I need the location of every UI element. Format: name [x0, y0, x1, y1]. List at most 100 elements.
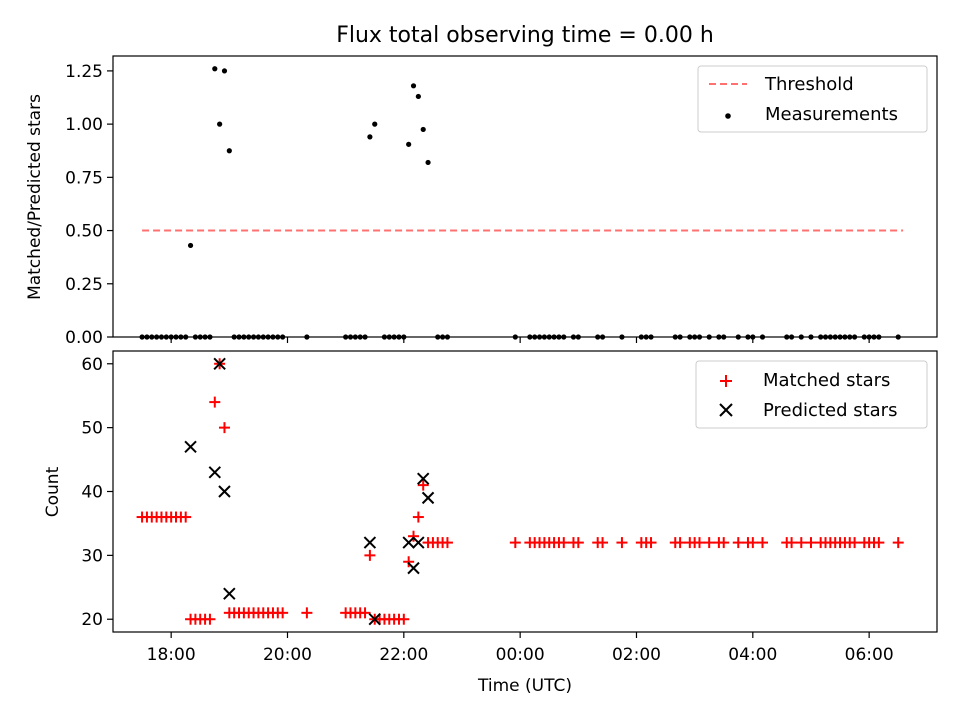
matched-star-marker [558, 537, 570, 549]
measurement-point [183, 334, 189, 340]
matched-star-marker [359, 607, 371, 619]
measurement-point [512, 334, 518, 340]
matched-star-marker [403, 556, 415, 568]
measurement-point [759, 334, 766, 340]
measurement-point [260, 334, 266, 340]
measurement-point [876, 334, 882, 340]
matched-star-marker [412, 511, 424, 523]
matched-star-marker [572, 537, 584, 549]
measurement-point [837, 334, 843, 340]
measurement-point [696, 334, 703, 340]
measurement-point [692, 334, 698, 340]
measurement-point [226, 148, 232, 154]
matched-star-marker [674, 537, 686, 549]
matched-star-marker [398, 613, 410, 625]
measurement-point [895, 334, 901, 340]
measurement-point [716, 334, 722, 340]
measurement-point [532, 334, 538, 340]
measurement-point [163, 334, 169, 340]
measurement-point [270, 334, 276, 340]
bottom-legend: Matched stars Predicted stars [695, 360, 928, 429]
predicted-star-marker [417, 472, 430, 485]
measurement-point [401, 334, 407, 340]
measurement-point [343, 334, 349, 340]
top-plot-area [139, 66, 904, 340]
measurement-point [527, 334, 533, 340]
predicted-star-marker [421, 491, 435, 505]
matched-star-marker [597, 537, 609, 549]
measurement-point [265, 334, 271, 340]
matched-star-marker [616, 537, 628, 549]
matched-star-marker [645, 537, 657, 549]
matched-star-marker [703, 537, 715, 549]
legend-matched-label: Matched stars [763, 370, 890, 391]
measurement-point [735, 334, 741, 340]
top-legend: Threshold Measurements [697, 65, 928, 133]
measurement-point [808, 334, 814, 340]
top-y-tick-label: 0.25 [65, 275, 103, 295]
measurement-point [420, 126, 426, 133]
matched-star-marker [732, 537, 744, 549]
bottom-y-axis: 20 30 40 50 60 [81, 355, 113, 630]
matched-star-marker [408, 530, 420, 542]
legend-matched-swatch [720, 375, 732, 387]
measurement-point [391, 334, 397, 340]
measurement-point [440, 334, 446, 340]
x-tick-label: 18:00 [147, 645, 196, 665]
measurement-point [241, 334, 247, 340]
predicted-star-marker [407, 561, 420, 575]
predicted-star-marker [402, 536, 415, 549]
matched-star-marker [873, 537, 885, 549]
measurement-point [173, 334, 179, 340]
measurement-point [168, 334, 174, 340]
measurement-point [750, 334, 756, 340]
top-plot-frame [112, 55, 938, 338]
measurement-point [221, 68, 228, 74]
measurement-point [435, 334, 441, 340]
matched-star-marker [277, 607, 289, 619]
measurement-point [178, 334, 184, 340]
x-tick-label: 06:00 [845, 645, 894, 665]
measurement-point [255, 334, 262, 340]
predicted-star-marker [218, 485, 231, 498]
predicted-star-marker [184, 440, 197, 454]
x-axis-label: Time (UTC) [477, 676, 572, 696]
matched-star-marker [718, 537, 730, 549]
matched-star-marker [209, 396, 221, 408]
measurement-point [677, 334, 683, 340]
measurement-point [381, 334, 388, 340]
measurement-point [546, 334, 552, 340]
measurement-point [706, 334, 712, 340]
measurement-point [202, 334, 208, 340]
matched-star-marker [747, 537, 759, 549]
matched-star-marker [509, 537, 521, 549]
measurement-point [861, 334, 867, 340]
legend-measurements-label: Measurements [765, 104, 898, 125]
bottom-plot-area [136, 357, 904, 626]
matched-star-marker [364, 549, 376, 561]
chart-title: Flux total observing time = 0.00 h [336, 23, 714, 48]
matched-star-marker [218, 422, 230, 434]
measurement-point [357, 334, 363, 340]
measurement-point [372, 121, 378, 127]
bottom-y-tick-label: 20 [81, 610, 103, 630]
matched-star-marker [301, 607, 313, 619]
measurement-point [818, 334, 824, 340]
measurement-point [212, 66, 218, 72]
bottom-y-axis-label: Count [43, 466, 63, 517]
measurement-point [595, 334, 601, 340]
measurement-point [347, 334, 354, 340]
predicted-star-marker [223, 587, 236, 600]
predicted-star-marker [363, 536, 377, 549]
measurement-point [866, 334, 872, 340]
measurement-point [236, 334, 242, 340]
top-y-tick-label: 1.00 [65, 115, 103, 135]
measurement-point [425, 159, 431, 166]
top-y-tick-label: 0.50 [65, 222, 103, 242]
measurement-point [570, 334, 577, 340]
predicted-star-marker [412, 536, 425, 549]
measurement-point [144, 334, 150, 340]
measurement-point [784, 334, 790, 340]
measurement-point [648, 334, 654, 340]
measurement-point [406, 141, 412, 147]
